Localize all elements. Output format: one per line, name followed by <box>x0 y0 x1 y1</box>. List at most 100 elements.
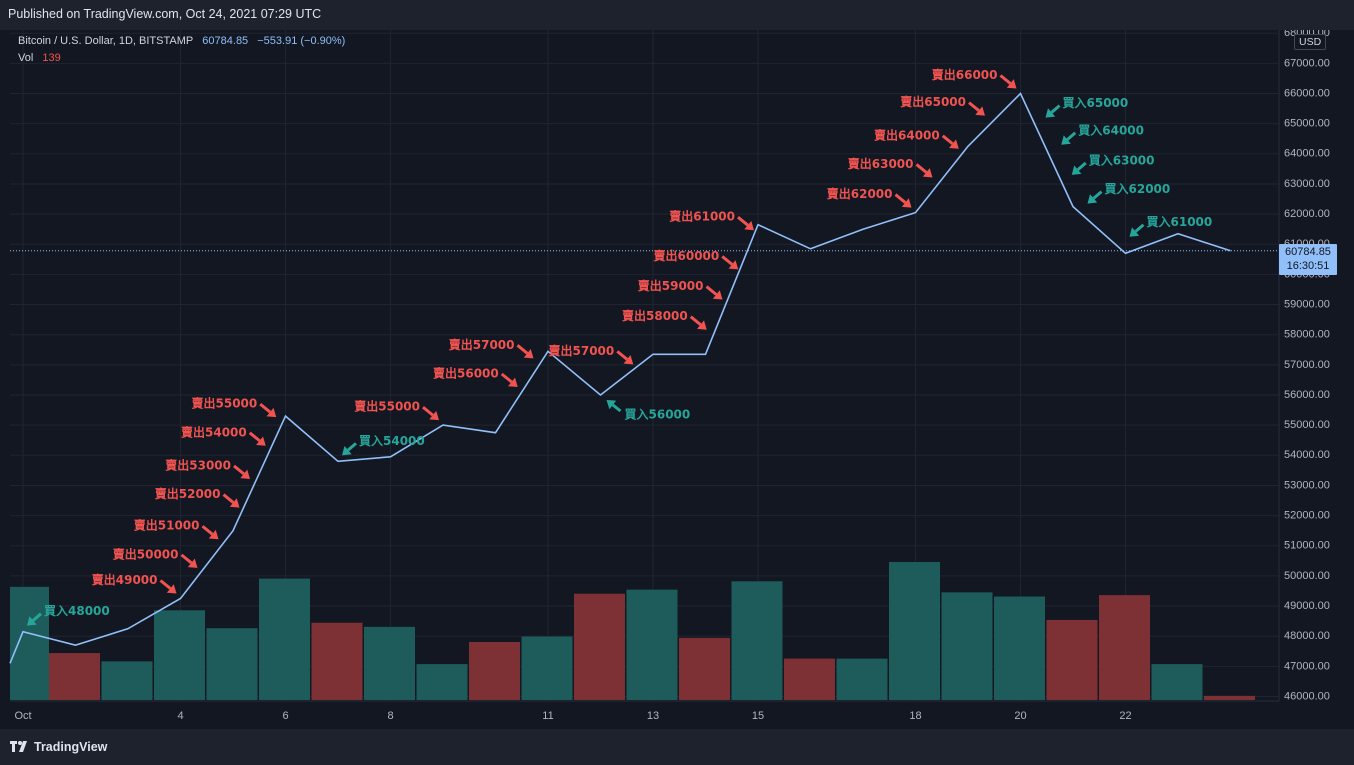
legend-vol-label[interactable]: Vol <box>18 52 34 64</box>
sell-annotation: 賣出60000 <box>653 248 739 270</box>
volume-bar <box>1151 664 1203 700</box>
volume-bar <box>731 581 783 700</box>
price-tick-label: 49000.00 <box>1284 600 1330 612</box>
annotation-label: 賣出58000 <box>621 308 688 323</box>
arrow-shaft <box>500 372 513 384</box>
price-tick-label: 46000.00 <box>1284 690 1330 702</box>
arrow-shaft <box>1092 190 1103 200</box>
sell-annotation: 賣出50000 <box>112 546 198 568</box>
arrow-shaft <box>968 101 980 112</box>
volume-bar <box>994 596 1045 700</box>
arrow-shaft <box>1050 104 1061 114</box>
arrow-head <box>1045 108 1056 118</box>
buy-annotation: 買入63000 <box>1071 153 1155 175</box>
buy-annotation: 買入56000 <box>606 400 690 422</box>
price-chart[interactable]: 買入48000 賣出49000 賣出50000 賣出51000 賣出52000 賣出530… <box>0 30 1354 729</box>
legend-symbol[interactable]: Bitcoin / U.S. Dollar, 1D, BITSTAMP <box>18 35 194 47</box>
arrow-shaft <box>201 525 214 536</box>
arrow-shaft <box>1066 131 1077 141</box>
time-axis[interactable]: Oct 4 6 8 11 13 15 18 20 22 <box>14 710 1131 722</box>
legend-change: −553.91 (−0.90%) <box>257 35 346 47</box>
legend-symbol-line: Bitcoin / U.S. Dollar, 1D, BITSTAMP 6078… <box>18 35 351 47</box>
currency-badge[interactable]: USD <box>1294 34 1327 50</box>
sell-annotation: 賣出53000 <box>164 457 250 479</box>
annotation-label: 賣出55000 <box>191 396 258 411</box>
annotation-label: 賣出64000 <box>873 127 940 142</box>
tradingview-logo-icon <box>10 741 27 752</box>
arrow-head <box>728 260 739 270</box>
volume-bar <box>626 589 678 700</box>
buy-annotation: 買入62000 <box>1087 182 1171 204</box>
last-price-tag: 60784.85 16:30:51 <box>1279 244 1337 275</box>
arrow-shaft <box>1134 223 1145 233</box>
sell-annotation: 賣出57000 <box>448 337 534 359</box>
annotation-label: 賣出50000 <box>112 546 179 561</box>
time-tick-label: 4 <box>177 710 183 722</box>
time-tick-label: 18 <box>909 710 921 722</box>
arrow-shaft <box>233 464 245 476</box>
sell-annotation: 賣出58000 <box>621 308 707 330</box>
arrow-head <box>1006 79 1017 89</box>
trade-annotations: 買入48000 賣出49000 賣出50000 賣出51000 賣出52000 賣出530… <box>27 67 1212 626</box>
arrow-head <box>166 584 177 594</box>
sell-annotation: 賣出64000 <box>873 127 959 149</box>
arrow-head <box>1061 135 1071 145</box>
annotation-label: 賣出62000 <box>826 186 893 201</box>
annotation-label: 賣出63000 <box>847 156 914 171</box>
tradingview-logo[interactable]: TradingView <box>10 740 107 754</box>
price-tick-label: 51000.00 <box>1284 540 1330 552</box>
arrow-head <box>256 436 266 446</box>
annotation-label: 賣出66000 <box>931 67 998 82</box>
arrow-shaft <box>222 493 235 504</box>
bottom-banner: TradingView <box>0 729 1354 765</box>
arrow-head <box>901 198 912 208</box>
annotation-label: 賣出54000 <box>180 424 247 439</box>
arrow-shaft <box>999 74 1012 85</box>
annotation-label: 賣出52000 <box>154 486 221 501</box>
arrow-head <box>208 529 219 540</box>
arrow-head <box>187 558 198 568</box>
arrow-shaft <box>347 442 357 452</box>
arrow-head <box>429 410 439 421</box>
last-price-value: 60784.85 <box>1285 246 1331 258</box>
annotation-label: 買入62000 <box>1105 182 1171 196</box>
annotation-label: 買入54000 <box>359 434 425 448</box>
arrow-shaft <box>705 285 718 296</box>
arrow-shaft <box>721 255 733 266</box>
annotation-label: 賣出51000 <box>133 518 200 533</box>
price-tick-label: 47000.00 <box>1284 660 1330 672</box>
arrow-head <box>342 445 352 456</box>
time-tick-label: Oct <box>14 710 31 722</box>
volume-bar <box>364 626 415 700</box>
volume-bar <box>259 578 310 700</box>
volume-bar <box>1204 695 1255 700</box>
price-tick-label: 52000.00 <box>1284 510 1330 522</box>
time-tick-label: 8 <box>387 710 393 722</box>
volume-bar <box>941 592 993 700</box>
volume-bar <box>101 661 153 700</box>
arrow-shaft <box>894 193 907 204</box>
arrow-shaft <box>180 553 193 565</box>
annotation-label: 賣出56000 <box>432 365 499 380</box>
arrow-head <box>949 139 959 149</box>
arrow-head <box>27 616 37 626</box>
annotation-label: 買入65000 <box>1063 96 1129 110</box>
arrow-head <box>1087 194 1098 204</box>
sell-annotation: 賣出55000 <box>191 396 277 418</box>
time-tick-label: 22 <box>1119 710 1131 722</box>
volume-bar <box>10 586 49 700</box>
price-axis[interactable]: 46000.00 47000.00 48000.00 49000.00 50000.00… <box>1284 30 1330 702</box>
arrow-head <box>1071 165 1082 175</box>
buy-annotation: 買入54000 <box>342 434 425 456</box>
price-line <box>9 92 1231 664</box>
annotation-label: 買入48000 <box>44 604 110 618</box>
arrow-head <box>229 498 240 508</box>
arrow-head <box>606 400 617 410</box>
time-tick-label: 13 <box>647 710 659 722</box>
legend-volume-line: Vol 139 <box>18 52 67 64</box>
arrow-shaft <box>422 405 434 417</box>
annotation-label: 賣出49000 <box>91 572 158 587</box>
arrow-shaft <box>248 431 261 442</box>
volume-bar <box>1046 619 1098 700</box>
volume-bar <box>836 658 888 700</box>
